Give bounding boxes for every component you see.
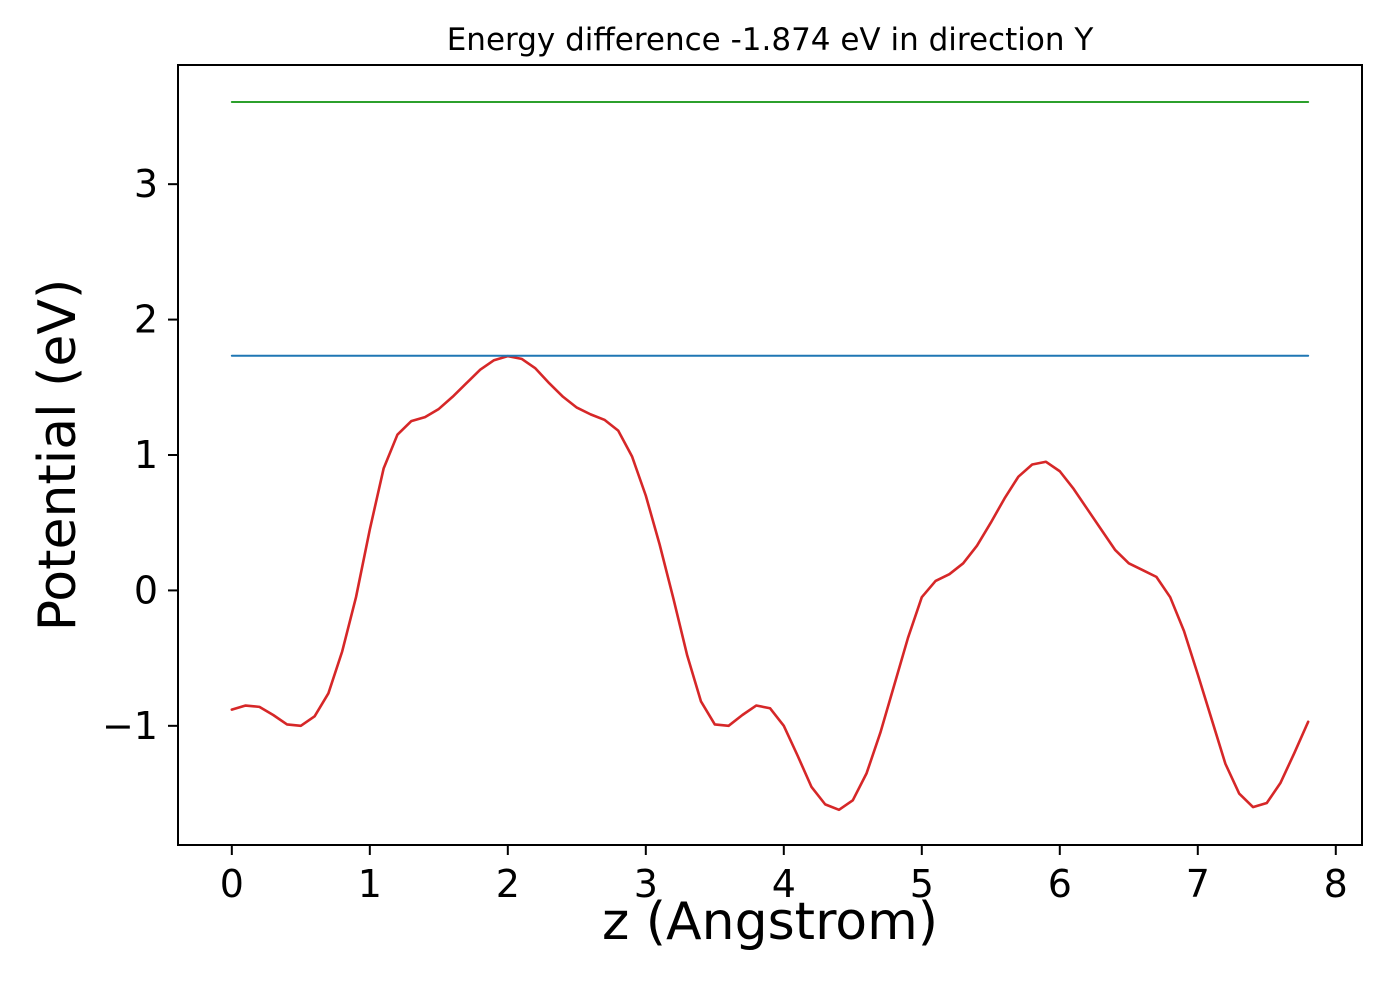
y-tick-label: 2 [134, 298, 158, 342]
x-tick-label: 2 [496, 862, 520, 906]
x-tick-label: 1 [358, 862, 382, 906]
chart-title: Energy difference -1.874 eV in direction… [446, 22, 1094, 58]
y-tick-label: 1 [134, 433, 158, 477]
y-axis-label: Potential (eV) [28, 278, 88, 632]
y-tick-label: −1 [102, 704, 158, 748]
y-tick-label: 3 [134, 162, 158, 206]
y-tick-label: 0 [134, 568, 158, 612]
plot-border [177, 64, 1363, 846]
x-tick-label: 7 [1186, 862, 1210, 906]
series-potential-profile [230, 354, 1310, 812]
x-tick-label: 3 [634, 862, 658, 906]
x-tick-label: 8 [1324, 862, 1348, 906]
x-tick-label: 6 [1048, 862, 1072, 906]
x-tick-label: 5 [910, 862, 934, 906]
x-tick-label: 0 [220, 862, 244, 906]
x-axis-label: z (Angstrom) [601, 892, 939, 952]
x-tick-label: 4 [772, 862, 796, 906]
